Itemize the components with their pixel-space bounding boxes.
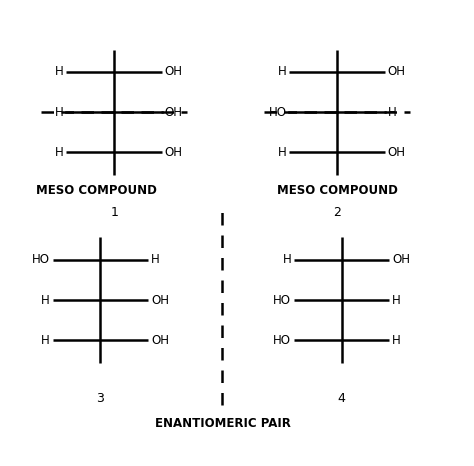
Text: HO: HO bbox=[273, 294, 291, 307]
Text: H: H bbox=[392, 294, 401, 307]
Text: 4: 4 bbox=[337, 392, 346, 405]
Text: HO: HO bbox=[32, 254, 50, 267]
Text: OH: OH bbox=[388, 65, 406, 78]
Text: H: H bbox=[278, 146, 287, 159]
Text: H: H bbox=[41, 294, 50, 307]
Text: 1: 1 bbox=[110, 206, 118, 219]
Text: H: H bbox=[392, 334, 401, 347]
Text: H: H bbox=[151, 254, 160, 267]
Text: H: H bbox=[388, 106, 396, 119]
Text: OH: OH bbox=[164, 146, 182, 159]
Text: H: H bbox=[283, 254, 291, 267]
Text: 2: 2 bbox=[333, 206, 341, 219]
Text: 3: 3 bbox=[97, 392, 104, 405]
Text: MESO COMPOUND: MESO COMPOUND bbox=[36, 184, 156, 197]
Text: H: H bbox=[55, 146, 64, 159]
Text: OH: OH bbox=[151, 294, 169, 307]
Text: OH: OH bbox=[164, 106, 182, 119]
Text: H: H bbox=[41, 334, 50, 347]
Text: HO: HO bbox=[273, 334, 291, 347]
Text: H: H bbox=[55, 65, 64, 78]
Text: H: H bbox=[278, 65, 287, 78]
Text: ENANTIOMERIC PAIR: ENANTIOMERIC PAIR bbox=[155, 417, 292, 430]
Text: MESO COMPOUND: MESO COMPOUND bbox=[277, 184, 398, 197]
Text: HO: HO bbox=[269, 106, 287, 119]
Text: OH: OH bbox=[151, 334, 169, 347]
Text: H: H bbox=[55, 106, 64, 119]
Text: OH: OH bbox=[392, 254, 410, 267]
Text: OH: OH bbox=[164, 65, 182, 78]
Text: OH: OH bbox=[388, 146, 406, 159]
